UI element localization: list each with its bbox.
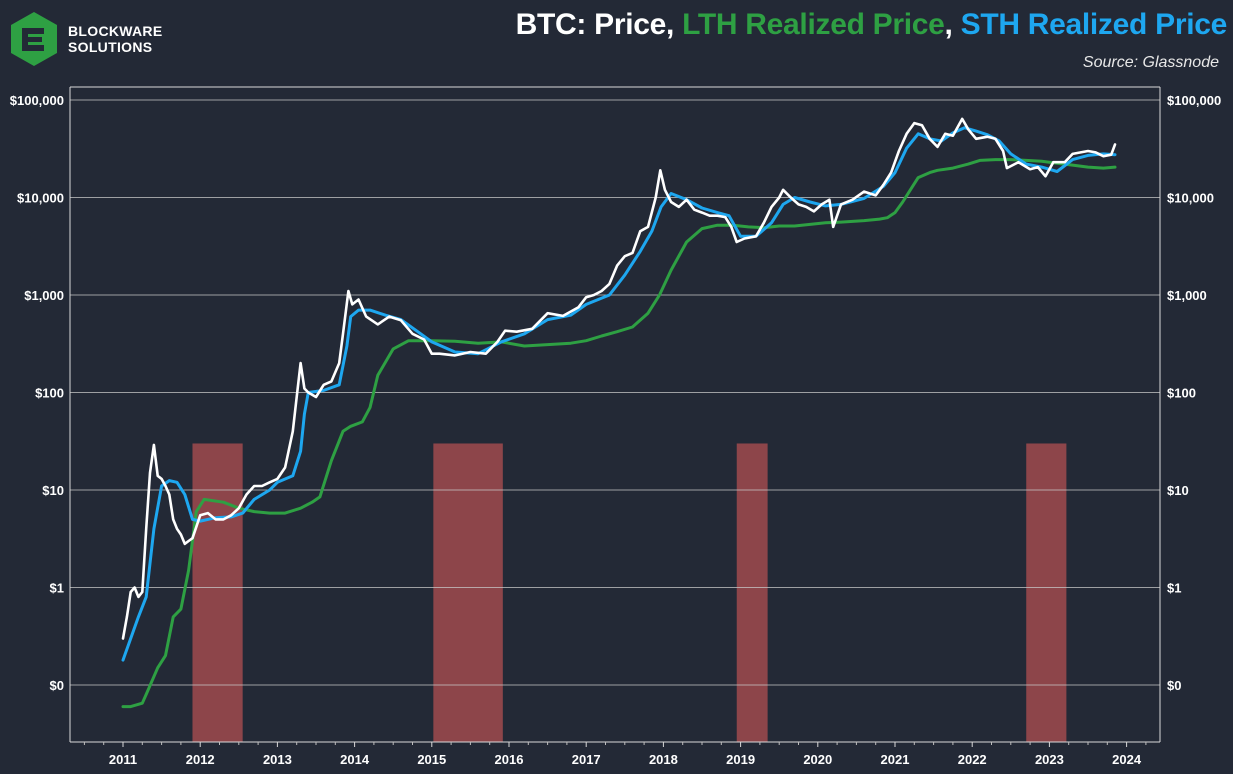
brand-name: BLOCKWARE SOLUTIONS <box>68 23 162 55</box>
y-tick-label-right: $1,000 <box>1167 288 1207 303</box>
y-tick-label-right: $10,000 <box>1167 191 1214 206</box>
x-tick-label: 2024 <box>1112 752 1142 767</box>
chart-title: BTC: Price, LTH Realized Price, STH Real… <box>515 8 1228 42</box>
title-prefix: BTC: Price, <box>515 8 683 41</box>
x-tick-label: 2014 <box>340 752 370 767</box>
y-tick-label-right: $100,000 <box>1167 93 1221 108</box>
y-tick-label-left: $0 <box>50 678 64 693</box>
axes <box>69 86 1161 747</box>
shaded-regions <box>192 443 1067 742</box>
x-tick-label: 2013 <box>263 752 292 767</box>
brand-line-1: BLOCKWARE <box>68 23 163 39</box>
y-tick-label-right: $1 <box>1167 581 1181 596</box>
sth-realized-price-line <box>121 126 1117 662</box>
x-tick-label: 2018 <box>649 752 678 767</box>
x-tick-label: 2012 <box>186 752 215 767</box>
shaded-region-1 <box>192 443 243 742</box>
shaded-region-4 <box>1026 443 1067 742</box>
shaded-region-3 <box>736 443 768 742</box>
lth-title-label: LTH Realized Price <box>682 8 945 41</box>
source-note: Source: Glassnode <box>1082 54 1219 71</box>
x-tick-label: 2021 <box>881 752 910 767</box>
x-tick-label: 2020 <box>803 752 832 767</box>
x-tick-label: 2019 <box>726 752 755 767</box>
sth-title-label: STH Realized Price <box>960 8 1228 41</box>
y-tick-label-left: $10 <box>42 483 64 498</box>
shaded-region-2 <box>433 443 503 742</box>
blockware-logo <box>11 12 57 66</box>
x-tick-label: 2016 <box>495 752 524 767</box>
y-tick-label-right: $100 <box>1167 386 1196 401</box>
y-tick-label-right: $0 <box>1167 678 1181 693</box>
y-tick-label-left: $10,000 <box>17 191 64 206</box>
lth-realized-price-line <box>121 158 1117 709</box>
x-tick-label: 2017 <box>572 752 601 767</box>
grid-lines <box>70 99 1160 686</box>
y-tick-label-left: $1,000 <box>24 288 64 303</box>
title-comma: , <box>944 8 961 41</box>
y-tick-label-left: $1 <box>50 581 64 596</box>
price-line <box>121 117 1117 640</box>
y-tick-label-left: $100,000 <box>10 93 64 108</box>
brand-line-2: SOLUTIONS <box>68 39 153 55</box>
x-tick-label: 2011 <box>109 752 137 767</box>
x-tick-label: 2022 <box>958 752 987 767</box>
x-tick-label: 2023 <box>1035 752 1064 767</box>
tick-labels: $0 $0 $1 $1 $10 $10 $100 $100 $1,000 $1,000 $10,00… <box>10 93 1221 767</box>
y-tick-label-right: $10 <box>1167 483 1189 498</box>
series-lines <box>121 117 1117 709</box>
y-tick-label-left: $100 <box>35 386 64 401</box>
x-tick-label: 2015 <box>417 752 446 767</box>
